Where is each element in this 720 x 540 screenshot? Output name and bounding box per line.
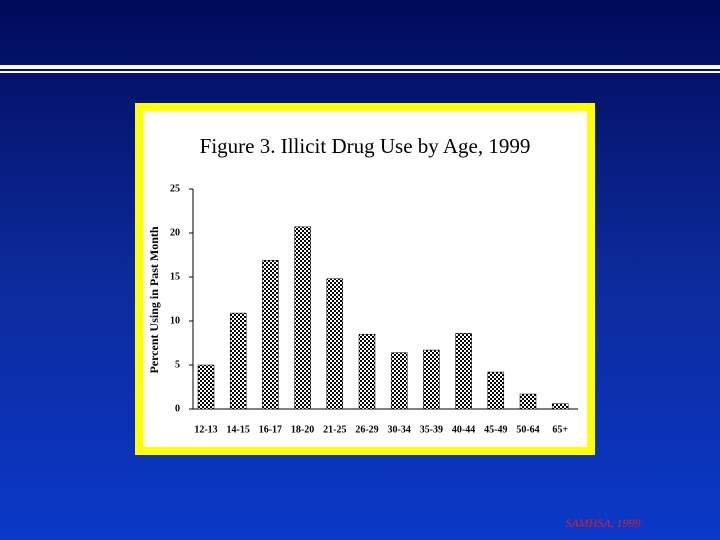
x-tick-label: 12-13 bbox=[194, 424, 217, 435]
bar bbox=[390, 352, 408, 410]
x-tick-label: 65+ bbox=[552, 424, 568, 435]
bar bbox=[455, 333, 472, 410]
x-tick-label: 26-29 bbox=[355, 424, 378, 435]
x-tick-label: 50-64 bbox=[516, 424, 539, 435]
y-tick-label: 10 bbox=[170, 315, 180, 326]
x-tick-label: 45-49 bbox=[484, 424, 507, 435]
x-tick-label: 14-15 bbox=[227, 424, 250, 435]
bar bbox=[551, 403, 569, 410]
y-tick-label: 0 bbox=[175, 403, 180, 414]
y-tick-label: 25 bbox=[170, 183, 180, 194]
bar bbox=[229, 312, 247, 410]
y-tick-label: 20 bbox=[170, 227, 180, 238]
bar bbox=[326, 278, 344, 410]
rule bbox=[0, 71, 720, 73]
rule bbox=[0, 65, 720, 69]
bar bbox=[294, 226, 311, 410]
bar bbox=[519, 393, 537, 410]
chart-title: Figure 3. Illicit Drug Use by Age, 1999 bbox=[200, 134, 531, 158]
y-tick-label: 15 bbox=[170, 271, 180, 282]
x-tick-label: 21-25 bbox=[323, 424, 346, 435]
y-axis-label: Percent Using in Past Month bbox=[147, 226, 161, 373]
bar bbox=[423, 349, 440, 410]
y-tick-label: 5 bbox=[175, 359, 180, 370]
bar bbox=[262, 260, 279, 410]
x-tick-label: 18-20 bbox=[291, 424, 314, 435]
x-tick-label: 40-44 bbox=[452, 424, 475, 435]
x-tick-label: 35-39 bbox=[420, 424, 443, 435]
x-tick-label: 30-34 bbox=[388, 424, 411, 435]
bar bbox=[487, 371, 505, 410]
source: SAMHSA, 1999 bbox=[565, 516, 640, 530]
bar bbox=[358, 333, 376, 410]
x-tick-label: 16-17 bbox=[259, 424, 282, 435]
bar bbox=[197, 364, 215, 410]
